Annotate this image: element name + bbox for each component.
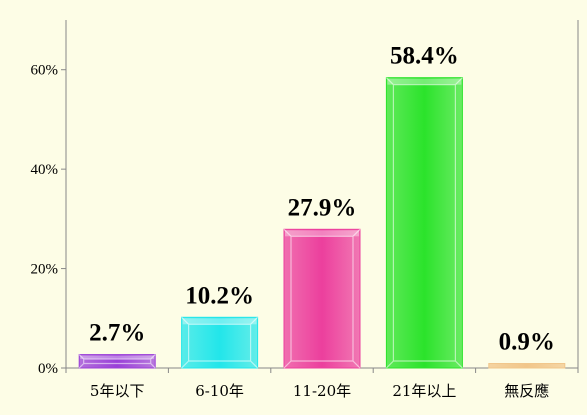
data-label: 2.7% bbox=[89, 320, 145, 347]
bar bbox=[385, 77, 463, 369]
x-axis: 5年以下 6-10年 11-20年 21年以上 無反應 bbox=[90, 382, 549, 400]
bar-bevel bbox=[283, 228, 361, 369]
y-tick-label: 20% bbox=[31, 262, 59, 278]
bar-bevel bbox=[385, 77, 463, 369]
data-label: 0.9% bbox=[499, 329, 555, 356]
bar-top-shine bbox=[285, 230, 359, 237]
bar bbox=[78, 354, 156, 369]
bar bbox=[488, 363, 566, 369]
y-axis: 0% 20% 40% 60% bbox=[31, 63, 579, 377]
bar bbox=[283, 228, 361, 369]
bars bbox=[78, 77, 566, 369]
y-tick-label: 40% bbox=[31, 162, 59, 178]
y-tick-label: 60% bbox=[31, 63, 59, 79]
category-label: 6-10年 bbox=[195, 382, 244, 400]
data-label: 27.9% bbox=[288, 194, 357, 221]
bar-body bbox=[181, 316, 259, 369]
category-label: 5年以下 bbox=[90, 382, 145, 400]
data-label: 58.4% bbox=[390, 43, 459, 70]
bar-top-shine bbox=[182, 318, 257, 325]
category-label: 無反應 bbox=[504, 382, 549, 400]
bar bbox=[181, 316, 259, 369]
bar-body bbox=[78, 354, 156, 369]
data-labels: 2.7% 10.2% 27.9% 58.4% 0.9% bbox=[89, 43, 555, 356]
bar-top-shine bbox=[80, 355, 155, 360]
data-label: 10.2% bbox=[185, 282, 254, 309]
bar-bevel bbox=[78, 354, 156, 369]
bar-bevel bbox=[181, 316, 259, 369]
bar-body bbox=[283, 228, 361, 369]
bar-body bbox=[488, 363, 566, 369]
category-label: 21年以上 bbox=[392, 382, 456, 400]
category-label: 11-20年 bbox=[293, 382, 351, 400]
y-tick-label: 0% bbox=[38, 361, 58, 377]
bar-top-shine bbox=[387, 78, 462, 85]
bar-body bbox=[385, 77, 463, 369]
